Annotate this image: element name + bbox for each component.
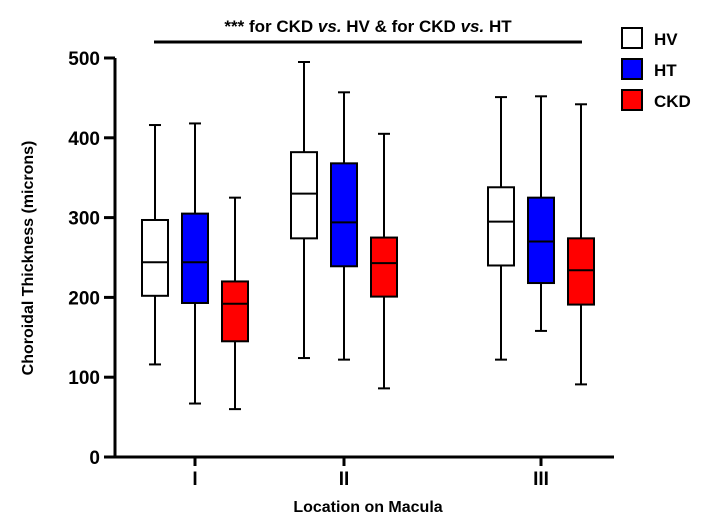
y-ticks: 0 100 200 300 400 500 [68, 49, 115, 469]
iqr-box [487, 186, 515, 267]
sig-vs-2: vs. [461, 17, 485, 36]
sig-vs-1: vs. [318, 17, 342, 36]
legend-swatch-hv [621, 27, 643, 49]
y-tick-label: 200 [68, 288, 100, 309]
iqr-box [567, 237, 595, 306]
box-ckd [221, 196, 249, 411]
y-tick-label: 100 [68, 368, 100, 389]
sig-text-3: HT [489, 17, 512, 36]
x-ticks: I II III [192, 457, 549, 490]
y-tick-label: 300 [68, 209, 100, 230]
box-ckd [370, 132, 398, 390]
legend-label-ckd: CKD [654, 92, 691, 111]
x-tick-label: II [339, 469, 350, 490]
sig-text-2: HV & for CKD [346, 17, 456, 36]
legend-swatch-ht [621, 58, 643, 80]
significance-annotation: *** for CKD vs. HV & for CKD vs. HT [224, 17, 512, 36]
x-tick-label: I [192, 469, 197, 490]
y-tick-label: 400 [68, 129, 100, 150]
y-axis-title: Choroidal Thickness (microns) [20, 141, 37, 376]
legend: HV HT CKD [621, 27, 691, 111]
box-hv [290, 60, 318, 360]
box-hv [141, 124, 169, 366]
sig-stars: *** [224, 17, 244, 36]
iqr-box [181, 212, 209, 304]
box-ht [330, 91, 358, 361]
iqr-box [221, 280, 249, 343]
box-series [141, 60, 595, 411]
x-axis-title: Location on Macula [293, 499, 442, 516]
box-ht [527, 95, 555, 332]
legend-swatch-ckd [621, 89, 643, 111]
iqr-box [527, 196, 555, 285]
legend-label-ht: HT [654, 61, 677, 80]
legend-label-hv: HV [654, 30, 678, 49]
x-tick-label: III [533, 469, 549, 490]
y-tick-label: 500 [68, 49, 100, 70]
iqr-box [141, 218, 169, 297]
iqr-box [330, 162, 358, 268]
y-tick-label: 0 [89, 448, 100, 469]
iqr-box [370, 236, 398, 298]
box-hv [487, 96, 515, 361]
box-ckd [567, 103, 595, 386]
sig-text-1: for CKD [249, 17, 313, 36]
box-ht [181, 122, 209, 405]
iqr-box [290, 151, 318, 240]
